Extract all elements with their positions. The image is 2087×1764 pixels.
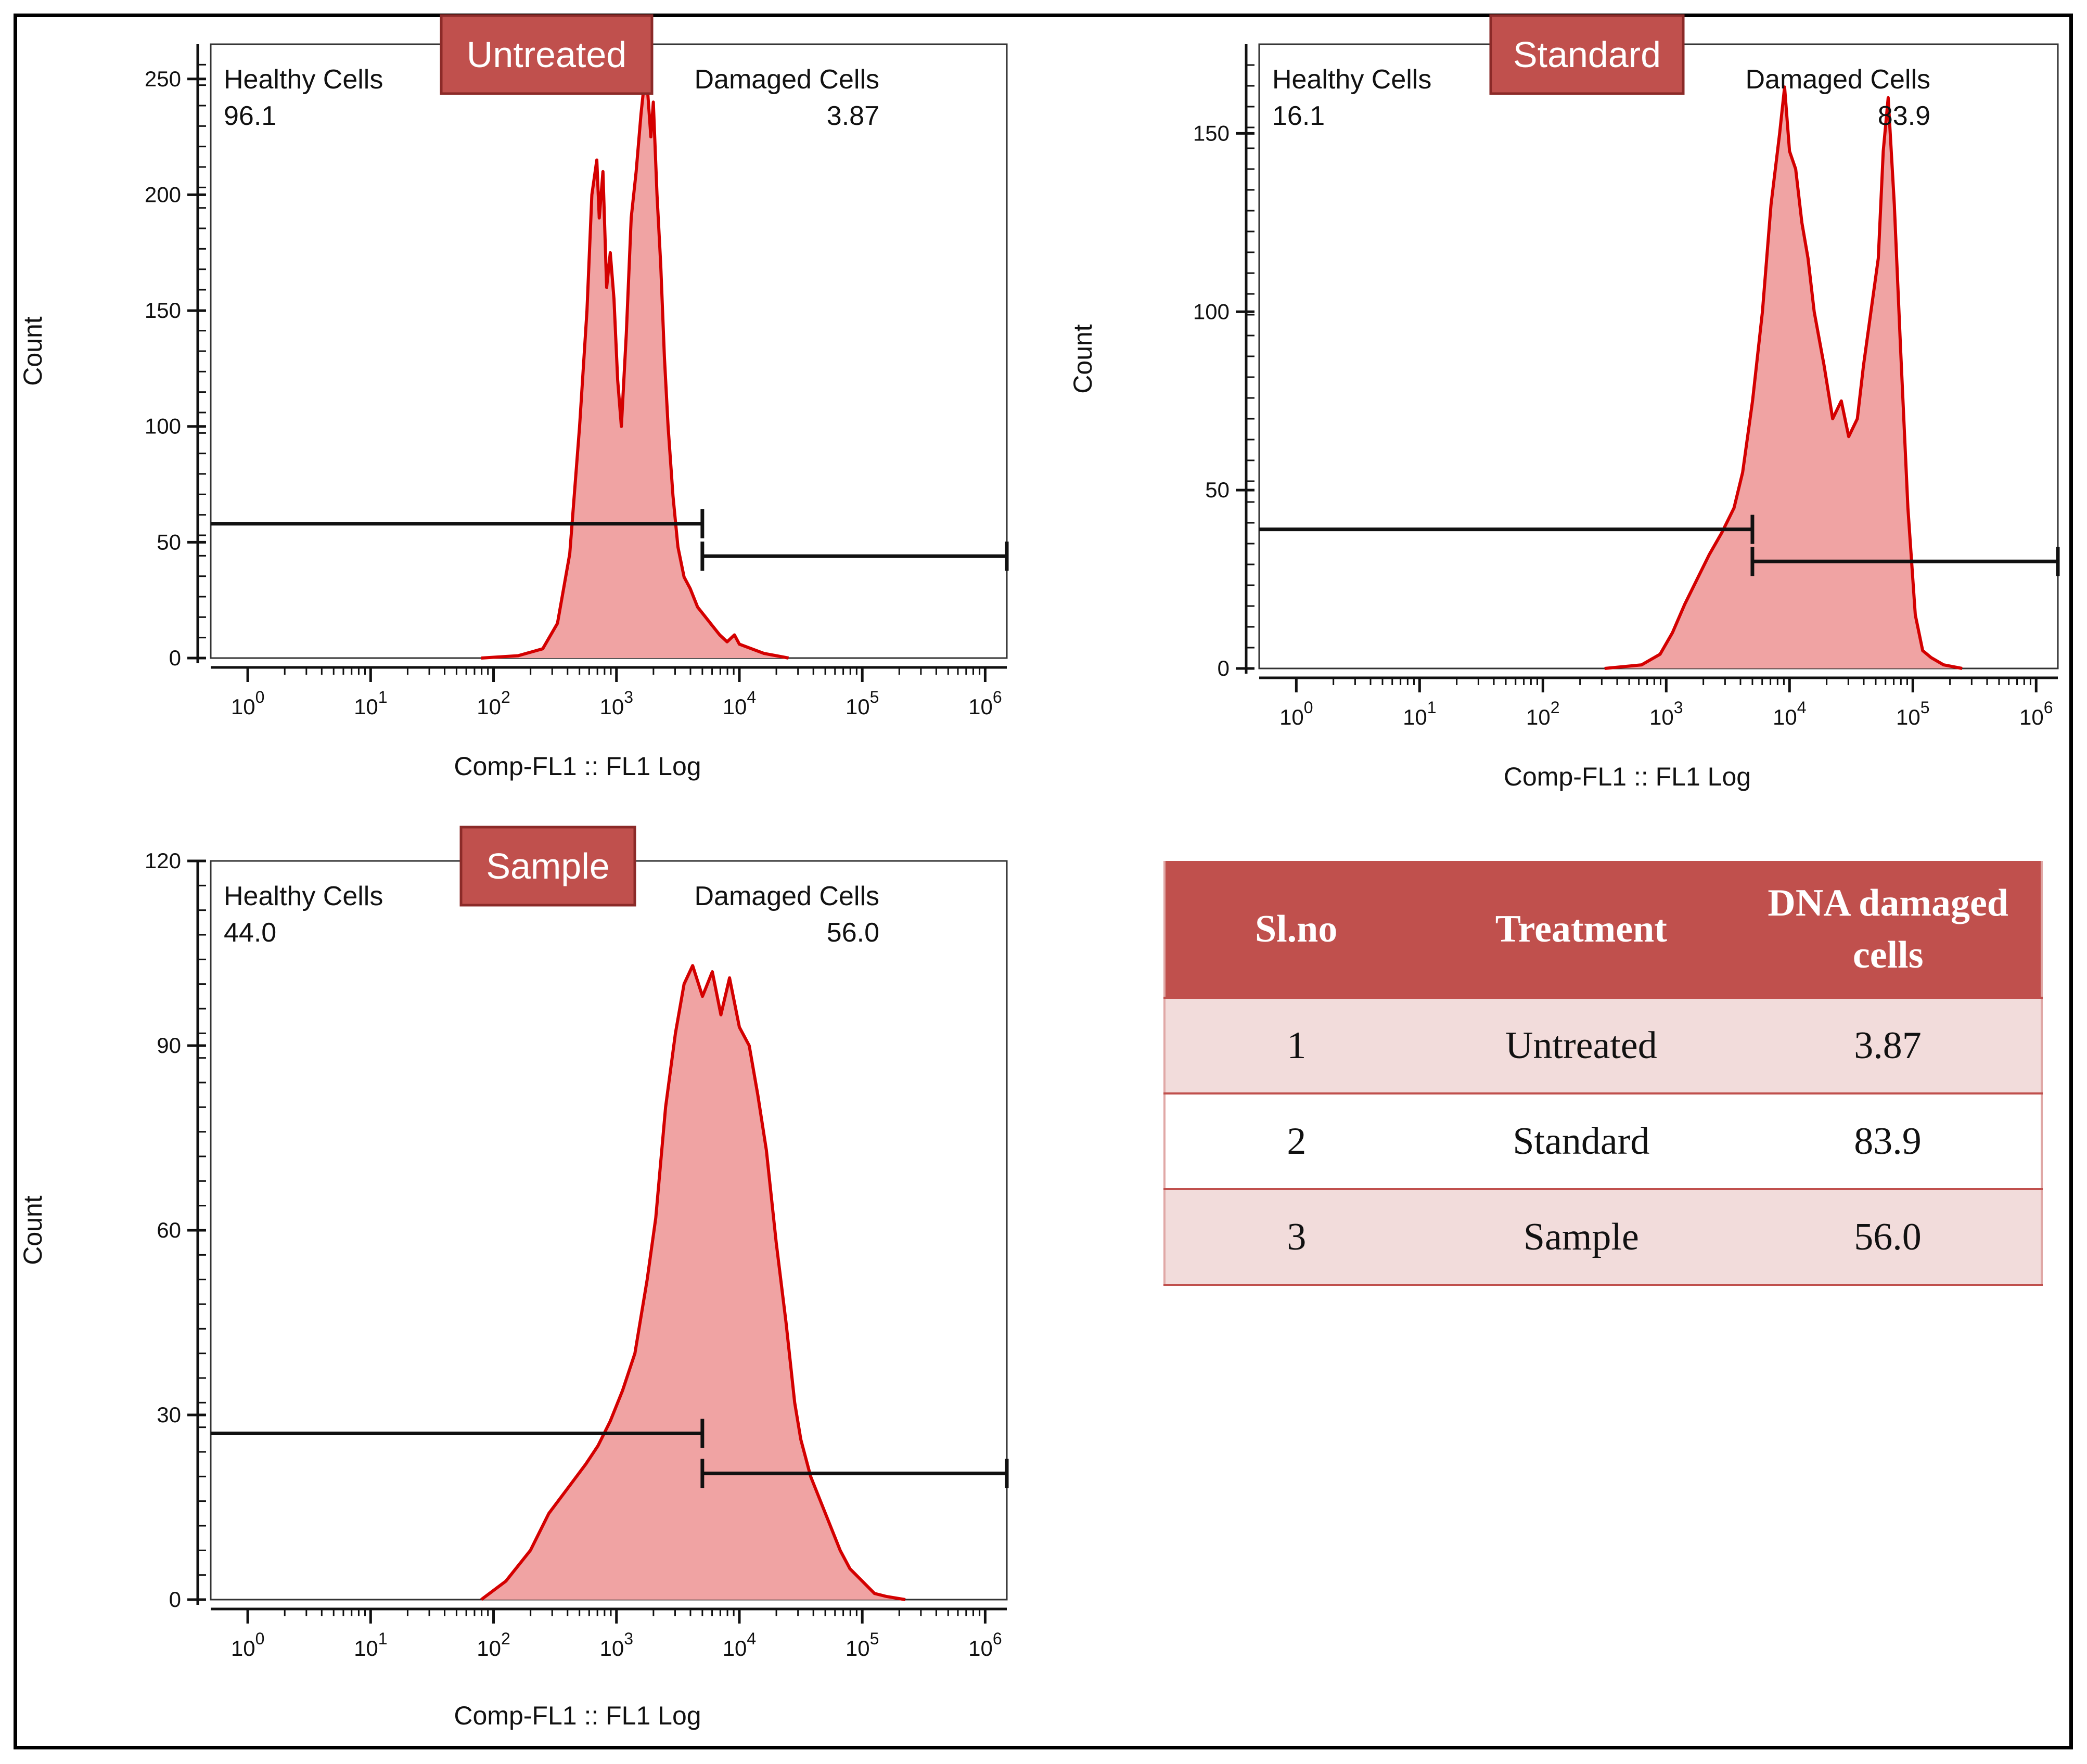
y-axis-title: Count [18, 316, 47, 386]
gate-value-healthy: 96.1 [224, 101, 276, 131]
gate-label-healthy: Healthy Cells [224, 881, 383, 911]
cell-slno: 1 [1164, 997, 1428, 1095]
y-tick-label: 0 [1218, 656, 1230, 680]
table-row: 1 Untreated 3.87 [1164, 997, 2042, 1095]
x-tick-label: 106 [968, 1629, 1002, 1660]
x-tick-label: 104 [723, 1629, 757, 1660]
cell-slno: 2 [1164, 1092, 1428, 1190]
header-treatment: Treatment [1427, 861, 1736, 999]
x-tick-label: 102 [477, 688, 510, 719]
summary-table: Sl.no Treatment DNA damaged cells 1 Untr… [1163, 861, 2043, 1286]
histogram-line [1604, 85, 1963, 670]
table-row: 3 Sample 56.0 [1164, 1188, 2042, 1286]
x-tick-label: 103 [1649, 698, 1683, 729]
y-tick-label: 150 [145, 298, 181, 323]
cell-treatment: Standard [1427, 1092, 1735, 1190]
x-tick-label: 106 [2019, 698, 2053, 729]
y-axis-title: Count [18, 1195, 47, 1265]
histogram-area [1604, 87, 1963, 668]
gate-value-damaged: 56.0 [827, 918, 879, 948]
histogram-standard: Healthy Cells 16.1 Damaged Cells 83.9 0 50 100… [1068, 14, 2060, 791]
x-tick-label: 102 [477, 1629, 510, 1660]
gate-label-healthy: Healthy Cells [1272, 65, 1431, 95]
gate-value-damaged: 83.9 [1878, 101, 1930, 131]
x-axis-title: Comp-FL1 :: FL1 Log [1504, 762, 1751, 791]
table-row: 2 Standard 83.9 [1164, 1092, 2042, 1190]
cell-damaged: 56.0 [1734, 1188, 2042, 1286]
x-tick-label: 101 [1403, 698, 1437, 729]
histogram-area [481, 67, 789, 658]
x-tick-label: 106 [968, 688, 1002, 719]
cell-treatment: Sample [1427, 1188, 1735, 1286]
x-tick-label: 105 [846, 1629, 879, 1660]
x-tick-label: 102 [1526, 698, 1560, 729]
gate-label-damaged: Damaged Cells [695, 65, 880, 95]
x-tick-label: 105 [846, 688, 879, 719]
panel-tag [1489, 14, 1685, 95]
y-tick-label: 250 [145, 67, 181, 91]
x-tick-label: 104 [723, 688, 757, 719]
header-slno: Sl.no [1163, 861, 1429, 999]
y-axis-title: Count [1068, 324, 1097, 394]
x-tick-label: 105 [1896, 698, 1930, 729]
header-damaged: DNA damaged cells [1734, 861, 2043, 999]
x-axis-title: Comp-FL1 :: FL1 Log [454, 1701, 701, 1730]
figure-frame [14, 14, 2073, 1749]
histogram-untreated: Healthy Cells 96.1 Damaged Cells 3.87 0 50 100… [18, 14, 1009, 781]
x-tick-label: 100 [1279, 698, 1313, 729]
y-tick-label: 60 [157, 1218, 181, 1242]
cell-slno: 3 [1164, 1188, 1428, 1286]
y-tick-label: 30 [157, 1402, 181, 1427]
panel-tag-label: Untreated [467, 34, 626, 75]
panel-tag [459, 826, 636, 907]
y-tick-label: 0 [169, 646, 181, 670]
x-tick-label: 101 [354, 688, 388, 719]
y-tick-label: 50 [1205, 478, 1230, 502]
histogram-line [481, 66, 789, 660]
x-axis-title: Comp-FL1 :: FL1 Log [454, 752, 701, 781]
gate-value-healthy: 44.0 [224, 918, 276, 948]
gate-label-damaged: Damaged Cells [695, 881, 880, 911]
y-tick-label: 100 [1193, 299, 1230, 324]
x-tick-label: 103 [599, 1629, 633, 1660]
histogram-sample: Healthy Cells 44.0 Damaged Cells 56.0 0 30 60 9… [18, 826, 1009, 1730]
histogram-line [480, 964, 906, 1601]
cell-damaged: 3.87 [1734, 997, 2042, 1095]
gate-value-damaged: 3.87 [827, 101, 879, 131]
y-tick-label: 120 [145, 848, 181, 873]
y-tick-label: 200 [145, 182, 181, 207]
x-tick-label: 104 [1773, 698, 1807, 729]
y-tick-label: 90 [157, 1033, 181, 1058]
panel-tag [440, 14, 654, 95]
x-tick-label: 100 [231, 688, 265, 719]
plot-frame [1258, 43, 2059, 669]
gate-value-healthy: 16.1 [1272, 101, 1325, 131]
x-tick-label: 100 [231, 1629, 265, 1660]
panel-tag-label: Sample [486, 846, 609, 886]
cell-damaged: 83.9 [1734, 1092, 2042, 1190]
y-tick-label: 0 [169, 1587, 181, 1612]
panel-tag-label: Standard [1513, 34, 1661, 75]
x-tick-label: 101 [354, 1629, 388, 1660]
y-tick-label: 100 [145, 414, 181, 439]
cell-treatment: Untreated [1427, 997, 1735, 1095]
histogram-area [481, 965, 905, 1600]
gate-label-damaged: Damaged Cells [1746, 65, 1931, 95]
y-tick-label: 50 [157, 530, 181, 554]
table-header-row: Sl.no Treatment DNA damaged cells [1163, 861, 2043, 999]
x-tick-label: 103 [599, 688, 633, 719]
gate-label-healthy: Healthy Cells [224, 65, 383, 95]
y-tick-label: 150 [1193, 121, 1230, 145]
